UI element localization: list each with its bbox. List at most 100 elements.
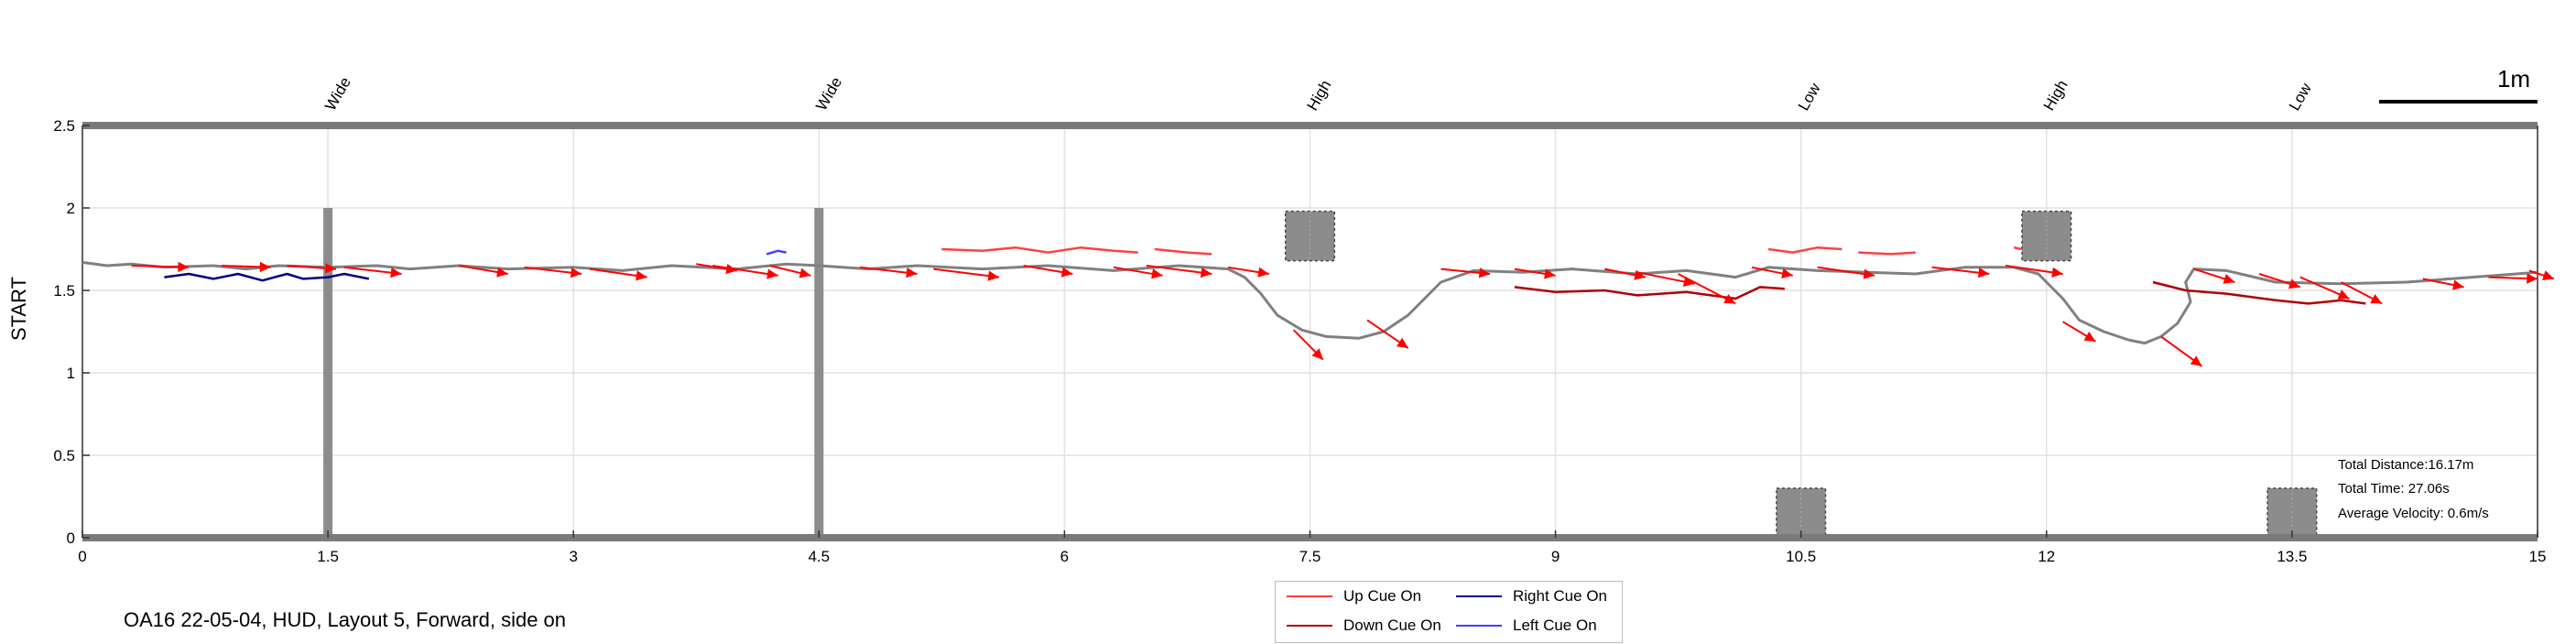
y-tick-label: 2 xyxy=(67,200,75,217)
velocity-arrowhead xyxy=(1060,267,1073,278)
total-time: Total Time: 27.06s xyxy=(2338,481,2450,497)
cue-segment xyxy=(2013,246,2023,251)
velocity-arrowhead xyxy=(1200,267,1212,278)
y-tick-label: 0.5 xyxy=(53,447,75,464)
series xyxy=(82,246,2538,345)
velocity-arrowhead xyxy=(799,267,811,278)
legend-swatch-left-cue xyxy=(1456,625,1502,627)
legend-item-left-cue: Left Cue On xyxy=(1456,617,1597,635)
velocity-arrow xyxy=(712,265,778,277)
cue-segment xyxy=(941,246,1138,254)
y-tick-label: 1 xyxy=(67,365,75,382)
obstacle-post xyxy=(323,208,333,538)
y-tick-label: 2.5 xyxy=(53,117,75,135)
velocity-arrowhead xyxy=(2337,289,2350,300)
legend-label-left-cue: Left Cue On xyxy=(1513,617,1597,634)
x-tick-label: 10.5 xyxy=(1786,548,1816,565)
velocity-arrowhead xyxy=(1863,268,1875,279)
velocity-arrowhead xyxy=(259,261,271,273)
velocity-arrowhead xyxy=(766,268,778,279)
total-distance: Total Distance:16.17m xyxy=(2338,457,2473,473)
legend: Up Cue On Right Cue On Down Cue On Left … xyxy=(1275,581,1623,643)
cue-segment xyxy=(1514,286,1785,300)
obstacle-label: Low xyxy=(2286,80,2315,114)
scale-bar: 1m xyxy=(2379,65,2538,104)
x-tick-label: 0 xyxy=(78,548,86,565)
y-axis-label: START xyxy=(7,277,30,341)
cue-segment xyxy=(1858,251,1916,256)
velocity-arrowhead xyxy=(987,270,999,281)
obstacles xyxy=(323,208,2318,539)
legend-label-down-cue: Down Cue On xyxy=(1343,617,1441,634)
velocity-arrowhead xyxy=(570,267,582,278)
obstacle-label: High xyxy=(2040,77,2071,114)
cue-segment xyxy=(1154,247,1212,256)
velocity-arrowhead xyxy=(2223,274,2235,284)
velocity-arrowhead xyxy=(1544,268,1556,279)
velocity-arrowhead xyxy=(906,267,918,278)
velocity-arrows xyxy=(131,261,2555,367)
velocity-arrow xyxy=(1146,265,1212,275)
x-tick-label: 15 xyxy=(2529,548,2547,565)
obstacle-label: Wide xyxy=(321,74,354,114)
velocity-arrow xyxy=(933,267,1000,278)
average-velocity: Average Velocity: 0.6m/s xyxy=(2338,506,2489,521)
x-tick-label: 7.5 xyxy=(1299,548,1321,565)
legend-swatch-down-cue xyxy=(1287,625,1332,627)
velocity-arrowhead xyxy=(1781,267,1793,278)
velocity-arrowhead xyxy=(2370,294,2383,304)
velocity-arrowhead xyxy=(390,267,402,278)
velocity-arrowhead xyxy=(1478,267,1491,278)
x-tick-label: 9 xyxy=(1551,548,1560,565)
y-tick-label: 1.5 xyxy=(53,282,75,300)
velocity-arrowhead xyxy=(1978,267,1990,278)
cue-segment xyxy=(2152,280,2366,305)
x-tick-label: 6 xyxy=(1060,548,1069,565)
obstacle-post xyxy=(814,208,824,538)
velocity-arrowhead xyxy=(1257,267,1269,278)
velocity-arrowhead xyxy=(1723,294,1736,304)
obstacle-label: High xyxy=(1304,77,1335,114)
cue-segment xyxy=(164,272,370,282)
x-tick-label: 3 xyxy=(569,548,577,565)
velocity-arrowhead xyxy=(1151,268,1163,279)
velocity-arrowhead xyxy=(325,263,336,274)
legend-item-right-cue: Right Cue On xyxy=(1456,587,1607,606)
legend-label-right-cue: Right Cue On xyxy=(1513,587,1607,605)
velocity-arrowhead xyxy=(2190,355,2202,366)
cue-segment xyxy=(766,249,787,256)
x-tick-label: 1.5 xyxy=(317,548,339,565)
x-tick-label: 13.5 xyxy=(2277,548,2307,565)
obstacle-label: Low xyxy=(1795,80,1824,114)
y-tick-label: 0 xyxy=(67,529,75,547)
velocity-arrowhead xyxy=(2083,331,2096,342)
cue-segment xyxy=(1767,246,1842,254)
trajectory-line xyxy=(82,260,2538,345)
velocity-arrowhead xyxy=(2527,273,2538,284)
legend-item-down-cue: Down Cue On xyxy=(1287,617,1441,635)
velocity-arrowhead xyxy=(1682,276,1695,287)
legend-item-up-cue: Up Cue On xyxy=(1287,587,1421,606)
scale-bar-label: 1m xyxy=(2497,65,2530,93)
axes xyxy=(82,122,2538,541)
velocity-arrowhead xyxy=(2542,270,2554,280)
legend-swatch-up-cue xyxy=(1287,595,1332,597)
velocity-arrowhead xyxy=(2288,278,2300,289)
velocity-arrowhead xyxy=(1311,348,1323,360)
velocity-arrow xyxy=(1678,273,1736,305)
velocity-arrowhead xyxy=(1396,337,1408,348)
legend-label-up-cue: Up Cue On xyxy=(1343,587,1422,605)
figure-caption: OA16 22-05-04, HUD, Layout 5, Forward, s… xyxy=(124,608,567,631)
x-tick-label: 4.5 xyxy=(808,548,830,565)
velocity-arrowhead xyxy=(2452,279,2464,290)
velocity-arrowhead xyxy=(2051,267,2063,278)
obstacle-label: Wide xyxy=(812,74,845,114)
velocity-arrowhead xyxy=(636,270,647,281)
x-tick-label: 12 xyxy=(2038,548,2055,565)
legend-swatch-right-cue xyxy=(1456,595,1502,597)
velocity-arrowhead xyxy=(1634,269,1646,280)
velocity-arrowhead xyxy=(496,267,508,278)
velocity-arrowhead xyxy=(178,261,190,273)
